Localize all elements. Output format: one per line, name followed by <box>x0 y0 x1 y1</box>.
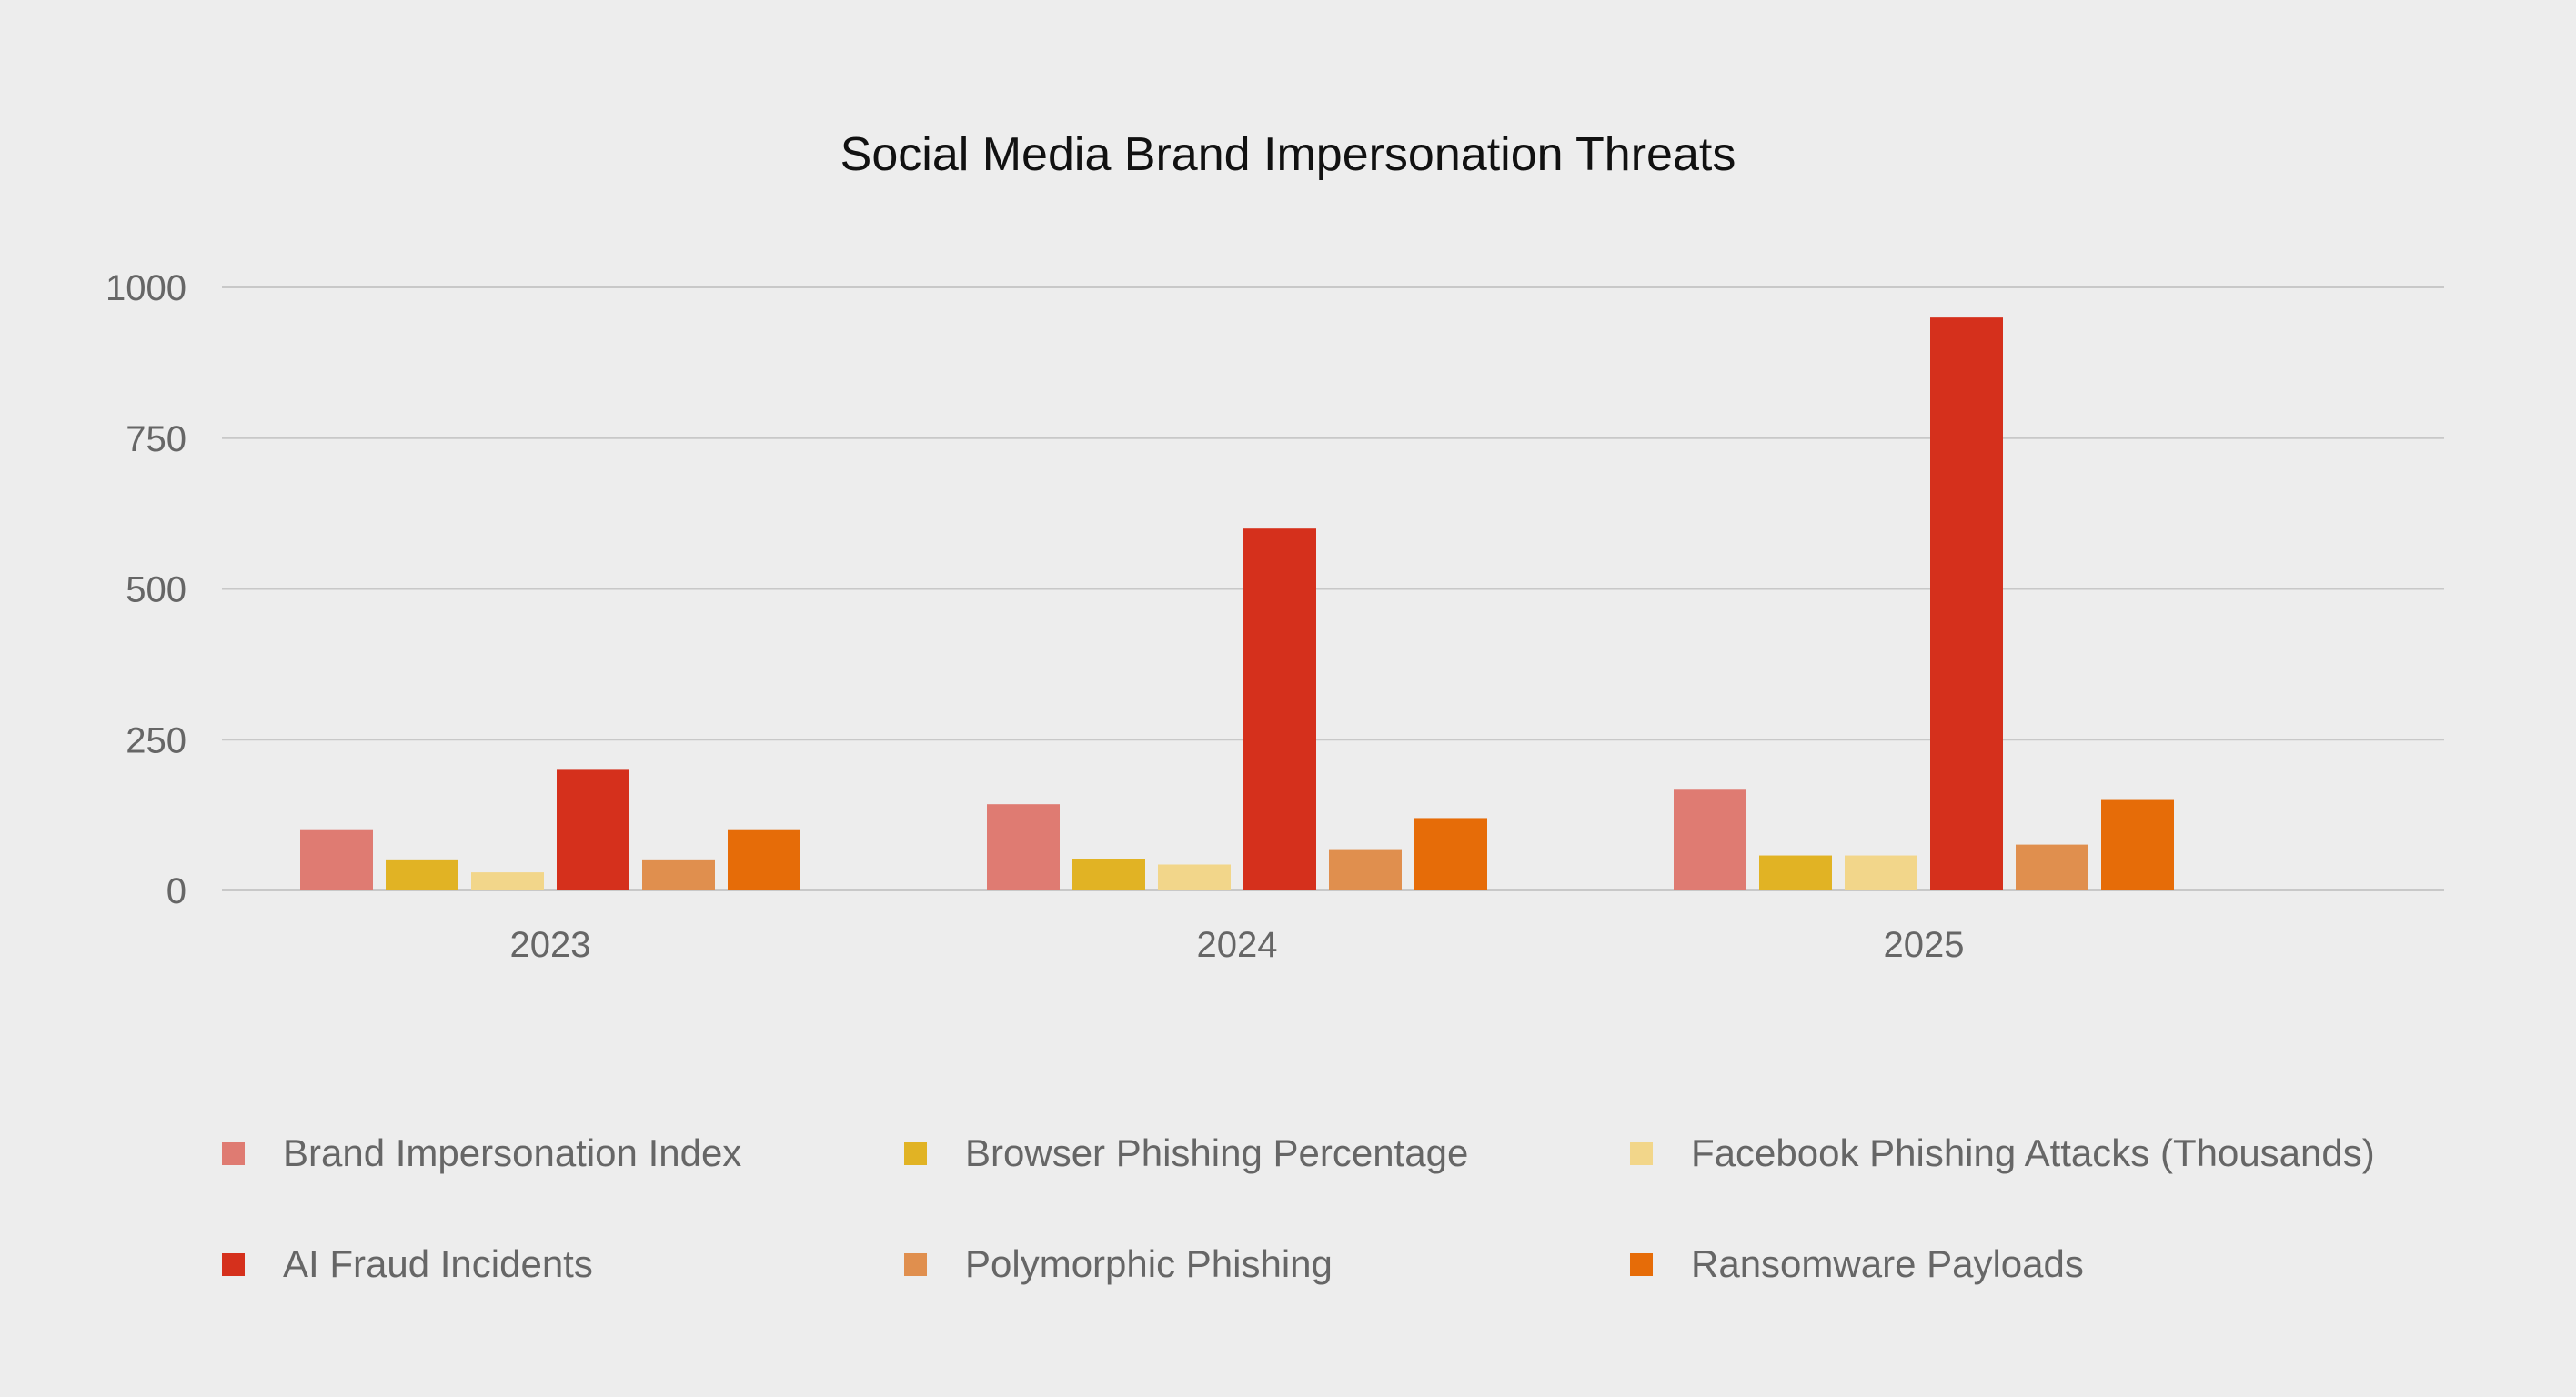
x-tick-label: 2024 <box>1197 925 1278 965</box>
bar-facebook-phishing-attacks-thousands--2025 <box>1845 855 1917 890</box>
legend-item: Facebook Phishing Attacks (Thousands) <box>1630 1131 2375 1175</box>
x-tick-label: 2025 <box>1884 925 1965 965</box>
bar-ai-fraud-incidents-2024 <box>1243 528 1316 890</box>
bar-brand-impersonation-index-2023 <box>300 829 373 890</box>
y-tick-label: 500 <box>126 570 186 610</box>
bar-facebook-phishing-attacks-thousands--2023 <box>471 872 544 890</box>
bar-polymorphic-phishing-2023 <box>642 859 715 890</box>
bar-ai-fraud-incidents-2023 <box>557 769 629 890</box>
bar-brand-impersonation-index-2024 <box>987 804 1060 890</box>
bar-ai-fraud-incidents-2025 <box>1930 317 2003 890</box>
legend-swatch <box>1630 1252 1653 1276</box>
legend-item: Polymorphic Phishing <box>904 1242 1333 1286</box>
bar-polymorphic-phishing-2025 <box>2016 844 2088 890</box>
chart-title: Social Media Brand Impersonation Threats <box>840 128 1736 181</box>
legend-item: Brand Impersonation Index <box>222 1131 741 1175</box>
y-tick-label: 750 <box>126 419 186 459</box>
legend-swatch <box>1630 1141 1653 1165</box>
legend-item: AI Fraud Incidents <box>222 1242 593 1286</box>
bar-ransomware-payloads-2025 <box>2101 799 2174 890</box>
legend-swatch <box>222 1252 245 1276</box>
y-tick-label: 250 <box>126 720 186 760</box>
y-tick-label: 0 <box>166 871 186 911</box>
legend-label: AI Fraud Incidents <box>283 1242 593 1285</box>
bar-ransomware-payloads-2023 <box>728 829 800 890</box>
legend-label: Ransomware Payloads <box>1691 1242 2084 1285</box>
bar-browser-phishing-percentage-2025 <box>1759 855 1832 890</box>
bar-brand-impersonation-index-2025 <box>1674 789 1746 890</box>
legend-label: Polymorphic Phishing <box>965 1242 1333 1285</box>
y-tick-label: 1000 <box>106 268 186 308</box>
legend-label: Browser Phishing Percentage <box>965 1131 1469 1174</box>
legend-swatch <box>904 1141 927 1165</box>
bar-browser-phishing-percentage-2024 <box>1072 859 1145 890</box>
bar-polymorphic-phishing-2024 <box>1329 849 1402 890</box>
legend-label: Brand Impersonation Index <box>283 1131 742 1174</box>
x-tick-label: 2023 <box>510 925 591 965</box>
legend-item: Ransomware Payloads <box>1630 1242 2084 1286</box>
bar-browser-phishing-percentage-2023 <box>386 859 458 890</box>
bar-ransomware-payloads-2024 <box>1414 818 1487 890</box>
legend-label: Facebook Phishing Attacks (Thousands) <box>1691 1131 2375 1174</box>
legend-item: Browser Phishing Percentage <box>904 1131 1468 1175</box>
legend-swatch <box>222 1141 245 1165</box>
bar-facebook-phishing-attacks-thousands--2024 <box>1158 864 1231 890</box>
legend-swatch <box>904 1252 927 1276</box>
